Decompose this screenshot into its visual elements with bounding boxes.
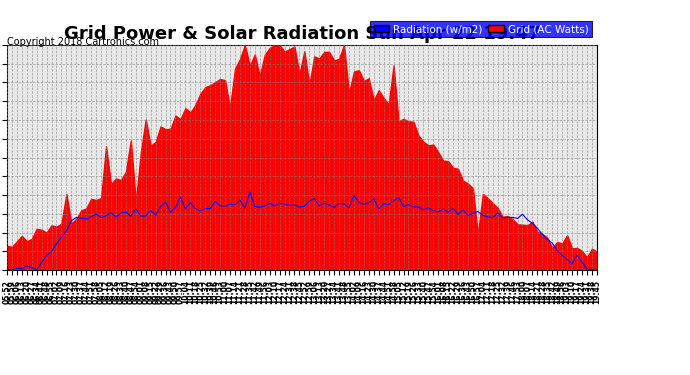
Legend: Radiation (w/m2), Grid (AC Watts): Radiation (w/m2), Grid (AC Watts) <box>371 21 591 37</box>
Text: Copyright 2018 Cartronics.com: Copyright 2018 Cartronics.com <box>7 37 159 47</box>
Title: Grid Power & Solar Radiation Sun Apr 22 19:47: Grid Power & Solar Radiation Sun Apr 22 … <box>63 26 540 44</box>
